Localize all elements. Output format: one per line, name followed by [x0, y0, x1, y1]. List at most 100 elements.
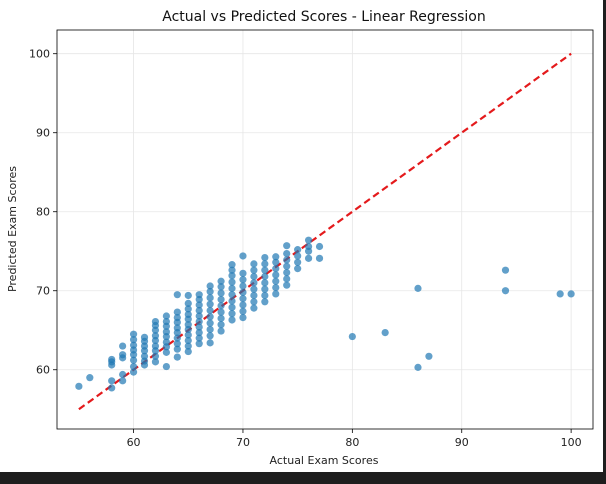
- y-tick-label: 90: [36, 127, 50, 140]
- data-point: [129, 356, 138, 364]
- data-point: [381, 329, 389, 337]
- data-point: [162, 317, 170, 326]
- data-point: [304, 242, 313, 251]
- data-point: [195, 317, 203, 326]
- data-point: [239, 307, 247, 315]
- data-point: [184, 342, 192, 350]
- data-point: [283, 268, 291, 277]
- data-point: [173, 353, 181, 361]
- data-point: [294, 265, 302, 273]
- data-point: [162, 328, 170, 336]
- y-axis-label: Predicted Exam Scores: [6, 166, 19, 292]
- data-point: [119, 377, 127, 385]
- x-tick-label: 70: [236, 436, 250, 449]
- data-point: [250, 260, 258, 268]
- y-tick-label: 60: [36, 364, 50, 377]
- data-point: [239, 313, 247, 322]
- data-point: [272, 290, 280, 298]
- data-point: [228, 310, 236, 318]
- data-point: [195, 306, 203, 315]
- grid: [57, 30, 593, 429]
- data-point: [272, 271, 280, 279]
- data-point: [173, 308, 181, 316]
- data-point: [206, 332, 214, 340]
- data-point: [217, 321, 225, 329]
- data-point: [173, 291, 181, 299]
- data-point: [414, 284, 422, 292]
- data-point: [195, 312, 203, 320]
- data-point: [206, 325, 214, 334]
- data-point: [250, 279, 258, 287]
- data-point: [250, 298, 258, 306]
- data-point: [206, 319, 214, 327]
- data-point: [108, 384, 116, 392]
- data-point: [173, 313, 181, 322]
- data-point: [217, 277, 225, 285]
- data-point: [294, 258, 302, 266]
- data-point: [162, 362, 170, 371]
- data-point: [173, 324, 181, 332]
- y-tick-label: 80: [36, 206, 50, 219]
- data-point: [261, 253, 269, 262]
- x-axis-label: Actual Exam Scores: [270, 454, 379, 467]
- data-point: [272, 265, 280, 273]
- scatter-plot: Actual vs Predicted Scores - Linear Regr…: [6, 9, 594, 467]
- data-point: [151, 358, 160, 366]
- data-point: [140, 333, 149, 341]
- data-point: [283, 262, 291, 270]
- data-point: [501, 266, 510, 274]
- data-point: [228, 291, 236, 299]
- data-point: [129, 362, 138, 371]
- data-point: [272, 258, 280, 266]
- data-point: [283, 256, 291, 264]
- data-point: [162, 312, 170, 320]
- data-point: [217, 302, 225, 310]
- data-point: [217, 327, 225, 335]
- data-point: [173, 345, 181, 353]
- data-point: [239, 252, 247, 260]
- data-point: [261, 291, 269, 300]
- data-point: [195, 334, 203, 342]
- data-point: [162, 338, 170, 346]
- data-point: [195, 291, 203, 299]
- data-point: [217, 283, 225, 291]
- data-point: [315, 254, 324, 262]
- data-point: [151, 342, 160, 350]
- data-point: [556, 290, 564, 298]
- data-point: [348, 332, 356, 341]
- data-point: [184, 310, 192, 319]
- plot-frame: [56, 29, 594, 430]
- data-point: [414, 363, 422, 371]
- axis-ticks: 60 70 80 90 100 60 70 80 90 100: [29, 48, 582, 449]
- data-point: [425, 352, 433, 360]
- data-point: [184, 291, 192, 300]
- data-point: [195, 329, 203, 337]
- data-point: [217, 308, 225, 316]
- data-point: [228, 261, 236, 269]
- data-point: [228, 284, 236, 292]
- reference-line-layer: [78, 52, 572, 411]
- data-point: [108, 355, 116, 364]
- data-point: [151, 317, 160, 326]
- data-point: [228, 316, 236, 324]
- data-point: [250, 304, 258, 312]
- data-point: [250, 285, 258, 293]
- y-tick-label: 100: [29, 48, 50, 61]
- data-point: [140, 352, 149, 360]
- data-point: [129, 330, 138, 338]
- data-point: [206, 339, 214, 347]
- data-point: [261, 266, 269, 274]
- data-point: [228, 297, 236, 305]
- data-point: [206, 294, 214, 302]
- data-point: [173, 340, 181, 348]
- data-point: [184, 331, 192, 339]
- data-point: [129, 368, 138, 376]
- data-point: [261, 298, 269, 306]
- data-point: [206, 287, 214, 296]
- data-point: [206, 282, 214, 290]
- data-point: [315, 242, 324, 251]
- data-point: [206, 300, 214, 308]
- data-point: [294, 246, 302, 254]
- data-point: [217, 314, 225, 322]
- x-tick-label: 100: [561, 436, 582, 449]
